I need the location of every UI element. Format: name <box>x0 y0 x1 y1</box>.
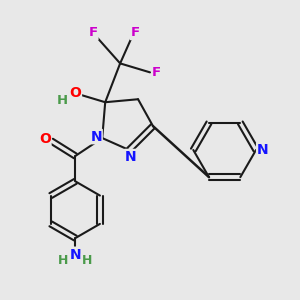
Text: N: N <box>70 248 81 262</box>
Text: H: H <box>58 254 68 267</box>
Text: N: N <box>257 143 268 157</box>
Text: F: F <box>152 66 161 79</box>
Text: N: N <box>125 150 136 164</box>
Text: O: O <box>69 86 81 100</box>
Text: F: F <box>130 26 140 39</box>
Text: H: H <box>82 254 92 267</box>
Text: N: N <box>90 130 102 144</box>
Text: F: F <box>89 26 98 39</box>
Text: O: O <box>39 132 51 146</box>
Text: H: H <box>56 94 68 107</box>
